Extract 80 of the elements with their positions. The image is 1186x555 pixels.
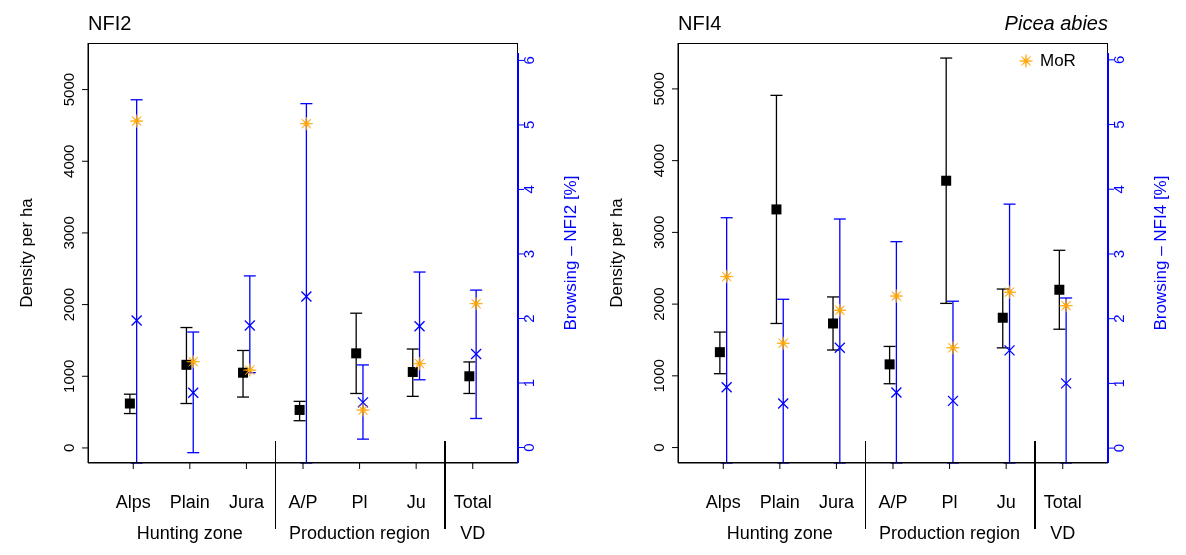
point xyxy=(833,303,847,318)
y-axis-title: Density per ha xyxy=(607,197,627,308)
text: Hunting zone xyxy=(725,523,834,544)
point xyxy=(828,318,839,329)
y2-tick-label: 2 xyxy=(520,314,537,323)
x-tick-label: Plain xyxy=(759,491,800,512)
y-tick-label: 1000 xyxy=(60,359,77,393)
point xyxy=(1002,285,1017,299)
x-tick-label: Plain xyxy=(169,491,210,512)
y2-tick-label: 6 xyxy=(520,56,537,65)
y2-tick-label: 0 xyxy=(520,443,537,452)
y2-tick-label: 3 xyxy=(520,249,537,259)
x-tick-label: Total xyxy=(453,491,492,512)
y-tick-label: 3000 xyxy=(60,216,77,250)
text: VD xyxy=(1050,523,1076,543)
y2-tick-label: 6 xyxy=(1110,55,1127,64)
x-tick-label: A/P xyxy=(288,491,318,512)
y2-tick-label: 4 xyxy=(1110,185,1127,194)
x-tick-label: Pl xyxy=(351,491,368,512)
point xyxy=(946,341,960,355)
point xyxy=(1054,284,1065,295)
y-axis-title: Density per ha xyxy=(17,197,37,308)
point xyxy=(186,354,201,369)
point xyxy=(124,398,135,409)
x-tick-label: Ju xyxy=(996,491,1016,512)
chart-title: NFI2 xyxy=(88,12,132,35)
y2-tick-label: 0 xyxy=(1110,443,1127,453)
y-tick-label: 2000 xyxy=(650,287,667,321)
x-tick-label: Ju xyxy=(406,491,426,512)
point xyxy=(719,269,734,284)
point xyxy=(889,289,904,303)
chart-subtitle: Picea abies xyxy=(1004,12,1108,35)
point xyxy=(997,312,1008,323)
point xyxy=(243,363,257,377)
point xyxy=(776,336,791,351)
chart-title: NFI4 xyxy=(678,12,722,35)
point xyxy=(412,356,427,371)
point xyxy=(129,114,144,128)
y2-tick-label: 5 xyxy=(520,120,537,130)
x-tick-label: Alps xyxy=(115,491,151,512)
x-tick-label: Total xyxy=(1043,491,1082,512)
point xyxy=(351,348,362,359)
y2-axis-title: Browsing – NFI4 [%] xyxy=(1151,175,1171,331)
y-tick-label: 0 xyxy=(650,443,667,452)
y2-tick-label: 1 xyxy=(1110,379,1127,388)
y-tick-label: 5000 xyxy=(60,72,77,107)
point xyxy=(771,204,782,215)
point xyxy=(294,404,305,415)
point xyxy=(941,175,952,186)
text: Production region xyxy=(878,523,1022,544)
point xyxy=(464,371,475,382)
x-tick-label: Pl xyxy=(941,491,958,512)
point xyxy=(884,359,895,370)
text: Production region xyxy=(288,523,432,544)
y-tick-label: 1000 xyxy=(650,359,667,393)
point xyxy=(1059,298,1073,313)
y2-tick-label: 1 xyxy=(520,378,537,388)
text: Hunting zone xyxy=(135,523,244,544)
point xyxy=(407,366,418,377)
y2-tick-label: 2 xyxy=(1110,314,1127,323)
point xyxy=(469,296,483,311)
x-tick-label: Jura xyxy=(818,491,855,512)
point xyxy=(356,403,370,417)
y-tick-label: 4000 xyxy=(60,144,77,178)
text: VD xyxy=(460,523,486,543)
y-tick-label: 3000 xyxy=(650,215,667,250)
y2-tick-label: 3 xyxy=(1110,249,1127,259)
y-tick-label: 0 xyxy=(60,443,77,453)
y-tick-label: 2000 xyxy=(60,287,77,322)
point xyxy=(714,347,725,358)
y2-axis-title: Browsing – NFI2 [%] xyxy=(561,175,581,331)
y-tick-label: 4000 xyxy=(650,143,667,178)
x-tick-label: Alps xyxy=(705,491,741,512)
legend-label: MoR xyxy=(1040,51,1076,71)
y-tick-label: 5000 xyxy=(650,72,667,106)
x-tick-label: Jura xyxy=(228,491,265,512)
point xyxy=(299,116,314,131)
y2-tick-label: 5 xyxy=(1110,120,1127,129)
y2-tick-label: 4 xyxy=(520,185,537,194)
x-tick-label: A/P xyxy=(878,491,908,512)
